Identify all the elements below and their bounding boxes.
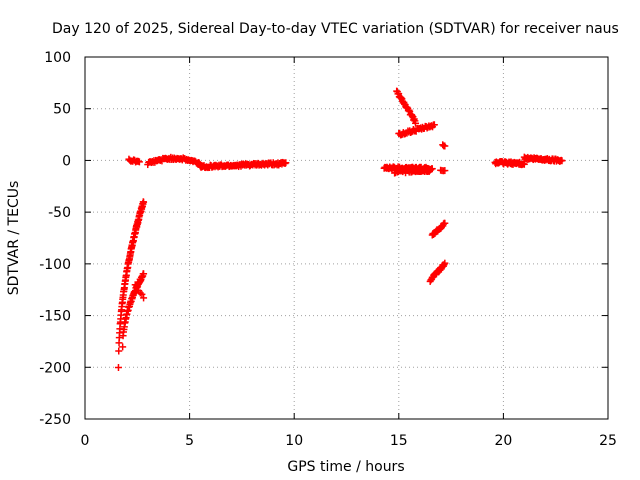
x-tick-label: 25 <box>599 433 617 449</box>
axis-ticks: 0 5 10 15 20 25 100 50 0 -50 -100 -150 -200 -250 <box>39 50 617 449</box>
y-tick-label: 100 <box>44 50 71 66</box>
data-point-steep-rise-a <box>140 198 148 206</box>
y-tick-label: -150 <box>39 309 71 325</box>
data-point-steep-rise-a <box>114 364 122 372</box>
data-point-short-neg <box>441 167 449 175</box>
data-point-tail-b <box>140 294 148 302</box>
data-point-mid-neg-line <box>441 219 449 227</box>
data-point-late-band <box>558 157 566 165</box>
data-point-tail-b <box>138 290 146 298</box>
data-point-tail-b <box>133 282 141 290</box>
y-tick-label: -200 <box>39 360 71 376</box>
y-tick-label: 0 <box>62 153 71 169</box>
data-point-steep-rise-a <box>115 347 123 355</box>
x-tick-label: 15 <box>390 433 408 449</box>
data-point-short-pos <box>441 142 449 150</box>
data-point-morning-band <box>281 159 289 167</box>
y-tick-label: -250 <box>39 412 71 428</box>
y-tick-label: 50 <box>53 102 71 118</box>
data-point-morning-band <box>282 159 290 167</box>
data-point-rising-line <box>430 121 438 129</box>
data-points <box>114 87 566 372</box>
data-point-band-14h-low <box>425 167 433 175</box>
y-axis-label: SDTVAR / TECUs <box>6 181 22 296</box>
y-tick-label: -100 <box>39 257 71 273</box>
y-tick-label: -50 <box>48 205 71 221</box>
x-tick-label: 0 <box>81 433 90 449</box>
data-point-descending-arc <box>412 119 420 127</box>
x-tick-label: 10 <box>285 433 303 449</box>
plot-frame <box>84 56 609 420</box>
data-point-early-flat <box>135 158 143 166</box>
x-tick-label: 20 <box>494 433 512 449</box>
data-point-steep-rise-b <box>119 343 127 351</box>
data-point-steep-rise-b <box>140 270 148 278</box>
data-point-low-neg-line <box>441 259 449 267</box>
x-tick-label: 5 <box>185 433 194 449</box>
x-axis-label: GPS time / hours <box>287 459 404 475</box>
grid-lines <box>85 57 608 419</box>
data-point-band-14h-low <box>426 166 434 174</box>
chart-title: Day 120 of 2025, Sidereal Day-to-day VTE… <box>52 21 619 37</box>
